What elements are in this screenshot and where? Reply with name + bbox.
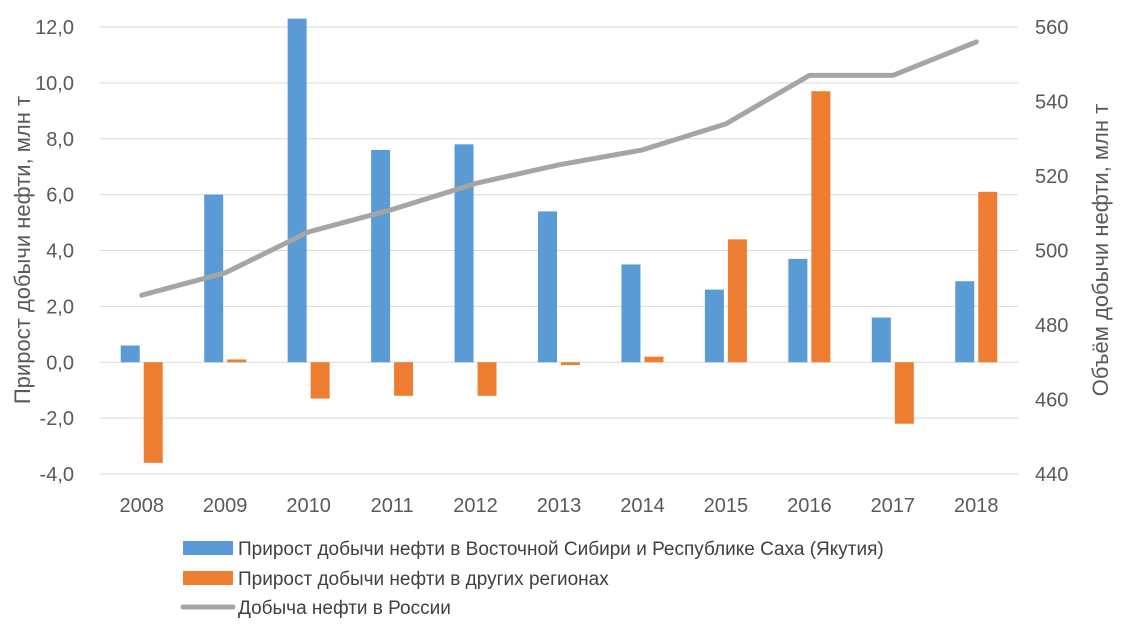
bar-other-regions-2011 xyxy=(394,362,414,396)
x-tick-label: 2009 xyxy=(203,495,248,517)
right-tick-label: 480 xyxy=(1035,315,1068,337)
x-tick-label: 2013 xyxy=(537,495,582,517)
legend-item-russia: Добыча нефти в России xyxy=(180,598,451,619)
bar-east-siberia-2010 xyxy=(287,18,307,363)
legend-item-east-siberia: Прирост добычи нефти в Восточной Сибири … xyxy=(183,539,884,560)
bar-other-regions-2014 xyxy=(644,356,664,363)
left-tick-label: 8,0 xyxy=(46,129,74,151)
x-tick-label: 2014 xyxy=(620,495,665,517)
right-tick-label: 460 xyxy=(1035,390,1068,412)
bar-other-regions-2010 xyxy=(310,362,330,399)
line-series xyxy=(139,39,979,298)
right-axis-ticks: 440 460 480 500 520 540 560 xyxy=(1035,17,1068,486)
right-axis-title: Объём добычи нефти, млн т xyxy=(1088,104,1113,396)
legend-swatch-other-regions xyxy=(183,571,233,585)
bar-other-regions-2018 xyxy=(978,191,998,363)
x-axis-ticks: 2008 2009 2010 2011 2012 2013 2014 2015 2016 2017… xyxy=(119,495,998,517)
x-tick-label: 2015 xyxy=(704,495,749,517)
right-tick-label: 500 xyxy=(1035,241,1068,263)
left-axis-title: Прирост добычи нефти, млн т xyxy=(10,96,35,404)
x-tick-label: 2008 xyxy=(119,495,164,517)
left-tick-label: 0,0 xyxy=(46,352,74,374)
bar-east-siberia-2012 xyxy=(454,144,474,363)
bar-other-regions-2012 xyxy=(477,362,497,396)
line-russia-production xyxy=(139,39,979,298)
bar-marks xyxy=(120,18,998,463)
bar-east-siberia-2017 xyxy=(871,317,891,363)
legend-item-other-regions: Прирост добычи нефти в других регионах xyxy=(183,569,609,590)
x-tick-label: 2012 xyxy=(453,495,498,517)
bar-other-regions-2015 xyxy=(727,239,747,363)
bar-east-siberia-2013 xyxy=(538,211,557,363)
x-tick-label: 2017 xyxy=(871,495,916,517)
left-axis-ticks: -4,0 -2,0 0,0 2,0 4,0 6,0 8,0 10,0 12,0 xyxy=(35,17,74,486)
left-tick-label: 10,0 xyxy=(35,73,74,95)
right-tick-label: 520 xyxy=(1035,166,1068,188)
legend-label-east-siberia: Прирост добычи нефти в Восточной Сибири … xyxy=(238,539,884,560)
right-tick-label: 560 xyxy=(1035,17,1068,39)
left-tick-label: 4,0 xyxy=(46,241,74,263)
left-tick-label: 12,0 xyxy=(35,17,74,39)
right-tick-label: 540 xyxy=(1035,92,1068,114)
legend-label-other-regions: Прирост добычи нефти в других регионах xyxy=(238,569,609,590)
bar-other-regions-2009 xyxy=(227,359,247,363)
bar-other-regions-2017 xyxy=(894,362,914,424)
left-tick-label: -4,0 xyxy=(40,464,74,486)
left-tick-label: 6,0 xyxy=(46,185,74,207)
legend-swatch-east-siberia xyxy=(183,541,233,555)
bar-east-siberia-2008 xyxy=(120,345,140,363)
x-tick-label: 2018 xyxy=(954,495,999,517)
bar-other-regions-2016 xyxy=(811,91,831,363)
x-tick-label: 2016 xyxy=(787,495,832,517)
left-tick-label: -2,0 xyxy=(40,408,74,430)
left-tick-label: 2,0 xyxy=(46,296,74,318)
bar-east-siberia-2015 xyxy=(704,289,724,363)
x-tick-label: 2011 xyxy=(371,495,414,517)
bar-east-siberia-2018 xyxy=(955,281,975,363)
bar-east-siberia-2014 xyxy=(621,264,641,363)
right-tick-label: 440 xyxy=(1035,464,1068,486)
x-tick-label: 2010 xyxy=(286,495,331,517)
bar-east-siberia-2011 xyxy=(371,149,391,363)
bar-other-regions-2013 xyxy=(561,362,580,366)
bar-east-siberia-2016 xyxy=(788,258,808,363)
legend: Прирост добычи нефти в Восточной Сибири … xyxy=(180,539,884,619)
legend-label-russia: Добыча нефти в России xyxy=(238,598,451,619)
gridlines xyxy=(100,26,1018,475)
bar-other-regions-2008 xyxy=(143,362,163,463)
